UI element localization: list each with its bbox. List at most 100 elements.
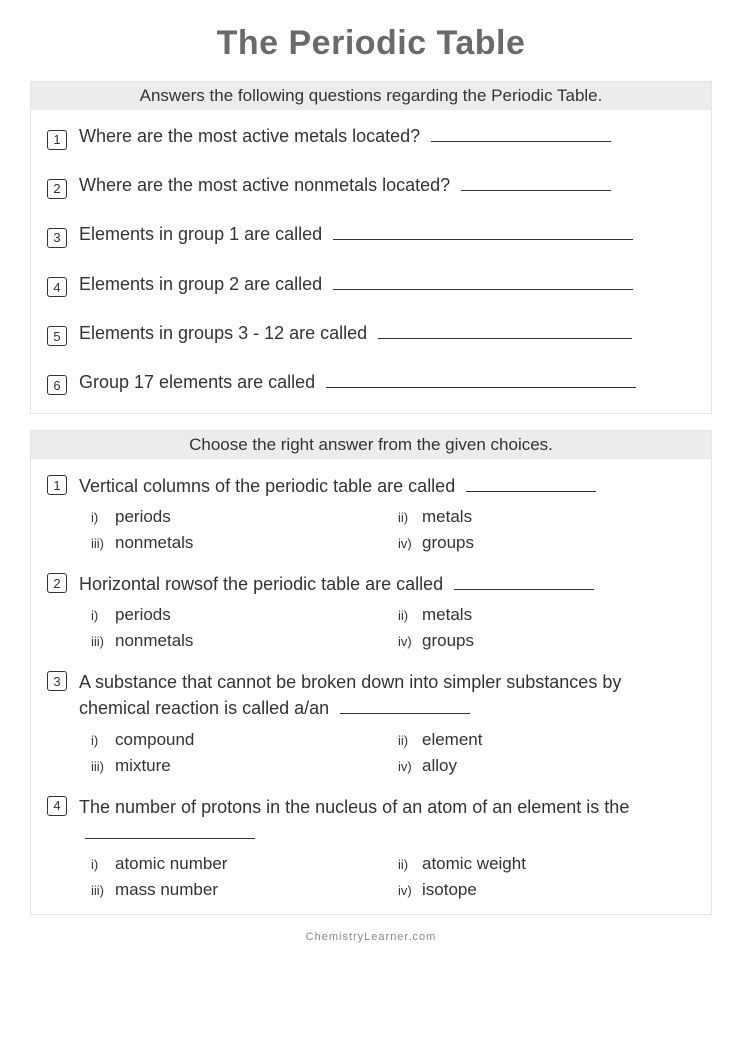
- choice-option[interactable]: iv) groups: [398, 533, 695, 553]
- choice-text: alloy: [422, 756, 457, 776]
- choice-text: groups: [422, 631, 474, 651]
- choice-text: metals: [422, 507, 472, 527]
- choice-label: i): [91, 510, 109, 525]
- answer-blank[interactable]: [326, 370, 636, 388]
- question-number: 2: [47, 573, 67, 593]
- footer-attribution: ChemistryLearner.com: [30, 931, 712, 943]
- choice-label: iii): [91, 883, 109, 898]
- question-text-wrap: Elements in group 2 are called: [79, 272, 695, 297]
- section2-body: 1Vertical columns of the periodic table …: [31, 459, 711, 914]
- choice-text: mixture: [115, 756, 171, 776]
- page-title: The Periodic Table: [30, 24, 712, 63]
- answer-blank[interactable]: [454, 572, 594, 590]
- choice-label: ii): [398, 608, 416, 623]
- question-text: Where are the most active nonmetals loca…: [79, 175, 450, 195]
- choice-label: iii): [91, 536, 109, 551]
- choice-text: atomic number: [115, 854, 227, 874]
- question-row: 4 The number of protons in the nucleus of…: [47, 794, 695, 846]
- choice-option[interactable]: iii) nonmetals: [91, 631, 388, 651]
- answer-blank[interactable]: [466, 474, 596, 492]
- choice-label: iv): [398, 634, 416, 649]
- mc-question-block: 3 A substance that cannot be broken down …: [47, 669, 695, 775]
- answer-blank[interactable]: [333, 222, 633, 240]
- choice-label: i): [91, 857, 109, 872]
- question-text: Vertical columns of the periodic table a…: [79, 476, 455, 496]
- mc-question-block: 1Vertical columns of the periodic table …: [47, 473, 695, 553]
- question-text: Where are the most active metals located…: [79, 126, 420, 146]
- question-row: 5Elements in groups 3 - 12 are called: [47, 321, 695, 346]
- choice-label: i): [91, 608, 109, 623]
- choices-grid: i) periods ii) metals iii) nonmetals iv) groups: [47, 507, 695, 553]
- question-text: Horizontal rowsof the periodic table are…: [79, 574, 443, 594]
- choice-label: ii): [398, 857, 416, 872]
- choice-label: iii): [91, 634, 109, 649]
- question-number: 3: [47, 228, 67, 248]
- question-text-wrap: Where are the most active nonmetals loca…: [79, 173, 695, 198]
- choice-text: mass number: [115, 880, 218, 900]
- choice-label: i): [91, 733, 109, 748]
- choice-option[interactable]: ii) metals: [398, 507, 695, 527]
- section-fill-blank: Answers the following questions regardin…: [30, 81, 712, 414]
- choice-text: isotope: [422, 880, 477, 900]
- choice-text: groups: [422, 533, 474, 553]
- mc-question-block: 2 Horizontal rowsof the periodic table ar…: [47, 571, 695, 651]
- answer-blank[interactable]: [85, 821, 255, 839]
- question-text-wrap: Vertical columns of the periodic table a…: [79, 473, 695, 499]
- question-text-wrap: Group 17 elements are called: [79, 370, 695, 395]
- choice-label: iv): [398, 536, 416, 551]
- choice-option[interactable]: iii) mixture: [91, 756, 388, 776]
- question-text-wrap: Horizontal rowsof the periodic table are…: [79, 571, 695, 597]
- choices-grid: i) atomic number ii) atomic weight iii) mass …: [47, 854, 695, 900]
- choice-text: metals: [422, 605, 472, 625]
- answer-blank[interactable]: [461, 173, 611, 191]
- question-number: 5: [47, 326, 67, 346]
- section1-body: 1 Where are the most active metals locate…: [31, 110, 711, 413]
- answer-blank[interactable]: [431, 124, 611, 142]
- choices-grid: i) periods ii) metals iii) nonmetals iv) groups: [47, 605, 695, 651]
- question-text-wrap: Elements in group 1 are called: [79, 222, 695, 247]
- question-number: 3: [47, 671, 67, 691]
- answer-blank[interactable]: [340, 696, 470, 714]
- choice-option[interactable]: iii) nonmetals: [91, 533, 388, 553]
- question-row: 2 Horizontal rowsof the periodic table ar…: [47, 571, 695, 597]
- choice-label: iii): [91, 759, 109, 774]
- choice-text: periods: [115, 507, 171, 527]
- choice-text: atomic weight: [422, 854, 526, 874]
- choice-option[interactable]: ii) metals: [398, 605, 695, 625]
- question-row: 6 Group 17 elements are called: [47, 370, 695, 395]
- choice-option[interactable]: i) periods: [91, 605, 388, 625]
- question-text: The number of protons in the nucleus of …: [79, 797, 629, 817]
- question-row: 1 Where are the most active metals locate…: [47, 124, 695, 149]
- section-multiple-choice: Choose the right answer from the given c…: [30, 430, 712, 915]
- choice-label: ii): [398, 510, 416, 525]
- choice-option[interactable]: ii) atomic weight: [398, 854, 695, 874]
- choice-text: compound: [115, 730, 194, 750]
- choice-text: periods: [115, 605, 171, 625]
- question-row: 3 Elements in group 1 are called: [47, 222, 695, 247]
- choice-option[interactable]: ii)element: [398, 730, 695, 750]
- choice-option[interactable]: iii) mass number: [91, 880, 388, 900]
- question-row: 4 Elements in group 2 are called: [47, 272, 695, 297]
- choice-text: nonmetals: [115, 533, 193, 553]
- choice-option[interactable]: iv)isotope: [398, 880, 695, 900]
- question-number: 4: [47, 796, 67, 816]
- choice-option[interactable]: iv)alloy: [398, 756, 695, 776]
- choice-option[interactable]: iv) groups: [398, 631, 695, 651]
- question-text-wrap: A substance that cannot be broken down i…: [79, 669, 695, 721]
- question-number: 6: [47, 375, 67, 395]
- question-row: 1Vertical columns of the periodic table …: [47, 473, 695, 499]
- question-text: Group 17 elements are called: [79, 372, 315, 392]
- question-number: 4: [47, 277, 67, 297]
- answer-blank[interactable]: [378, 321, 632, 339]
- question-number: 1: [47, 130, 67, 150]
- question-row: 2Where are the most active nonmetals loc…: [47, 173, 695, 198]
- choice-text: element: [422, 730, 482, 750]
- choice-option[interactable]: i) periods: [91, 507, 388, 527]
- choice-text: nonmetals: [115, 631, 193, 651]
- question-text: Elements in group 1 are called: [79, 224, 322, 244]
- choices-grid: i) compound ii)element iii) mixture iv)alloy: [47, 730, 695, 776]
- choice-option[interactable]: i) compound: [91, 730, 388, 750]
- answer-blank[interactable]: [333, 272, 633, 290]
- choice-option[interactable]: i) atomic number: [91, 854, 388, 874]
- question-text: Elements in group 2 are called: [79, 274, 322, 294]
